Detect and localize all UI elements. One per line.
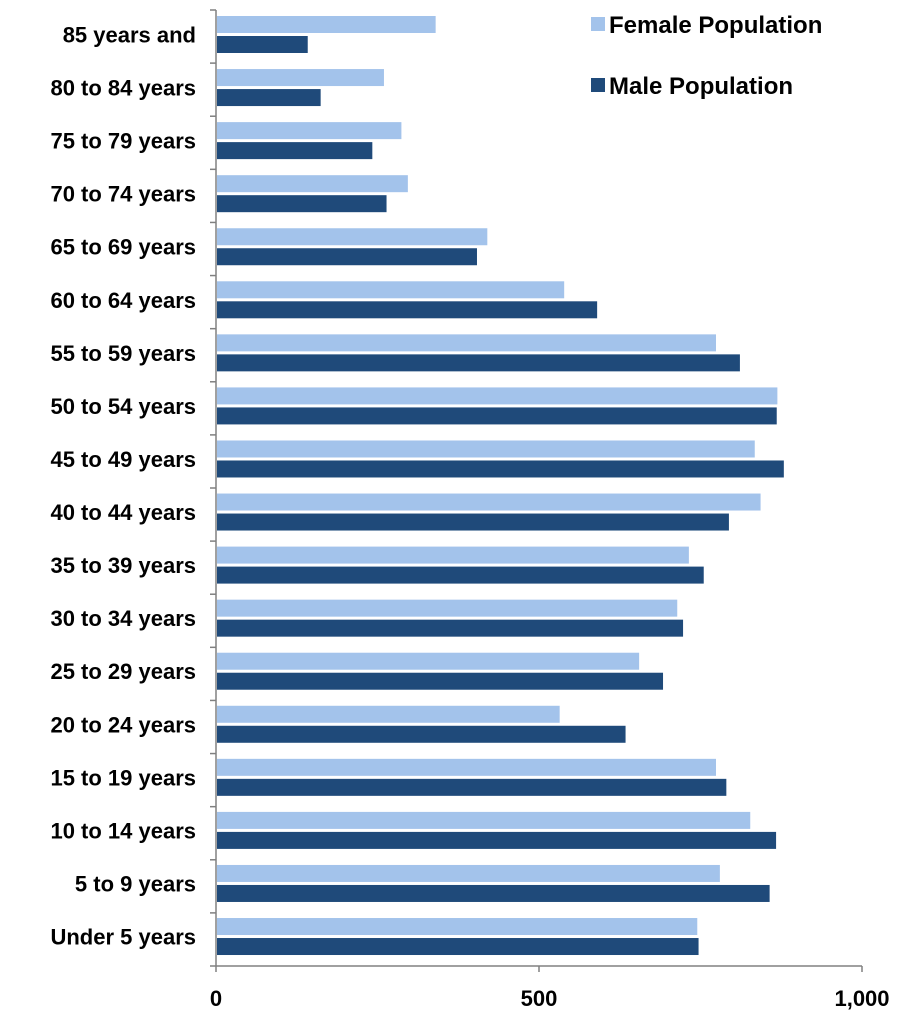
bar-female-5-to-9-years xyxy=(217,864,720,882)
category-label: 65 to 69 years xyxy=(50,235,196,260)
category-label: 55 to 59 years xyxy=(50,341,196,366)
bar-female-under-5-years xyxy=(217,918,698,936)
category-label: 70 to 74 years xyxy=(50,182,196,207)
category-labels: Under 5 years 5 to 9 years 10 to 14 years 1… xyxy=(50,23,196,950)
category-label: 50 to 54 years xyxy=(50,394,196,419)
bar-male-under-5-years xyxy=(217,938,699,956)
category-label: 75 to 79 years xyxy=(50,129,196,154)
bar-male-75-to-79-years xyxy=(217,142,373,160)
category-label: 5 to 9 years xyxy=(75,871,196,896)
bar-female-20-to-24-years xyxy=(217,705,560,723)
bar-female-15-to-19-years xyxy=(217,758,716,776)
bar-male-60-to-64-years xyxy=(217,301,598,319)
legend-swatch-female-population xyxy=(591,17,605,31)
category-label: 30 to 34 years xyxy=(50,606,196,631)
bar-male-25-to-29-years xyxy=(217,672,664,690)
legend-label-male-population: Male Population xyxy=(609,73,793,100)
bar-female-25-to-29-years xyxy=(217,652,640,670)
bar-female-45-to-49-years xyxy=(217,440,755,458)
bar-female-55-to-59-years xyxy=(217,334,716,352)
bar-male-65-to-69-years xyxy=(217,248,477,266)
bar-male-5-to-9-years xyxy=(217,884,770,902)
bar-male-70-to-74-years xyxy=(217,195,387,213)
bar-female-50-to-54-years xyxy=(217,387,778,405)
category-label: 25 to 29 years xyxy=(50,659,196,684)
bar-male-40-to-44-years xyxy=(217,513,729,531)
category-label: 20 to 24 years xyxy=(50,712,196,737)
bar-male-10-to-14-years xyxy=(217,831,777,849)
category-label: 35 to 39 years xyxy=(50,553,196,578)
x-tick-label: 0 xyxy=(210,986,222,1011)
legend-swatch-male-population xyxy=(591,78,605,92)
legend: Female Population Male Population xyxy=(591,12,822,100)
bar-male-20-to-24-years xyxy=(217,725,626,743)
bar-male-30-to-34-years xyxy=(217,619,684,637)
bar-male-80-to-84-years xyxy=(217,89,321,107)
bar-male-55-to-59-years xyxy=(217,354,740,372)
bar-female-65-to-69-years xyxy=(217,228,488,246)
category-label: 10 to 14 years xyxy=(50,818,196,843)
bar-female-10-to-14-years xyxy=(217,811,751,829)
bar-male-85-years-and xyxy=(217,36,308,53)
bar-male-45-to-49-years xyxy=(217,460,784,478)
bars-layer xyxy=(217,16,784,956)
bar-female-70-to-74-years xyxy=(217,175,408,193)
bar-female-35-to-39-years xyxy=(217,546,689,564)
category-label: 85 years and xyxy=(63,23,196,48)
x-tick-label: 500 xyxy=(521,986,558,1011)
category-label: 45 to 49 years xyxy=(50,447,196,472)
bar-male-50-to-54-years xyxy=(217,407,777,425)
bar-female-80-to-84-years xyxy=(217,69,384,87)
bar-female-85-years-and xyxy=(217,16,436,33)
category-label: 15 to 19 years xyxy=(50,765,196,790)
axes-layer xyxy=(210,9,863,972)
x-tick-labels: 0 500 1,000 xyxy=(210,986,890,1011)
category-label: Under 5 years xyxy=(50,925,196,950)
category-label: 40 to 44 years xyxy=(50,500,196,525)
bar-male-35-to-39-years xyxy=(217,566,704,584)
category-label: 60 to 64 years xyxy=(50,288,196,313)
legend-label-female-population: Female Population xyxy=(609,12,822,39)
bar-female-75-to-79-years xyxy=(217,122,402,140)
bar-female-30-to-34-years xyxy=(217,599,678,617)
category-label: 80 to 84 years xyxy=(50,76,196,101)
bar-female-60-to-64-years xyxy=(217,281,565,299)
x-tick-label: 1,000 xyxy=(834,986,889,1011)
bar-male-15-to-19-years xyxy=(217,778,727,796)
bar-female-40-to-44-years xyxy=(217,493,761,511)
